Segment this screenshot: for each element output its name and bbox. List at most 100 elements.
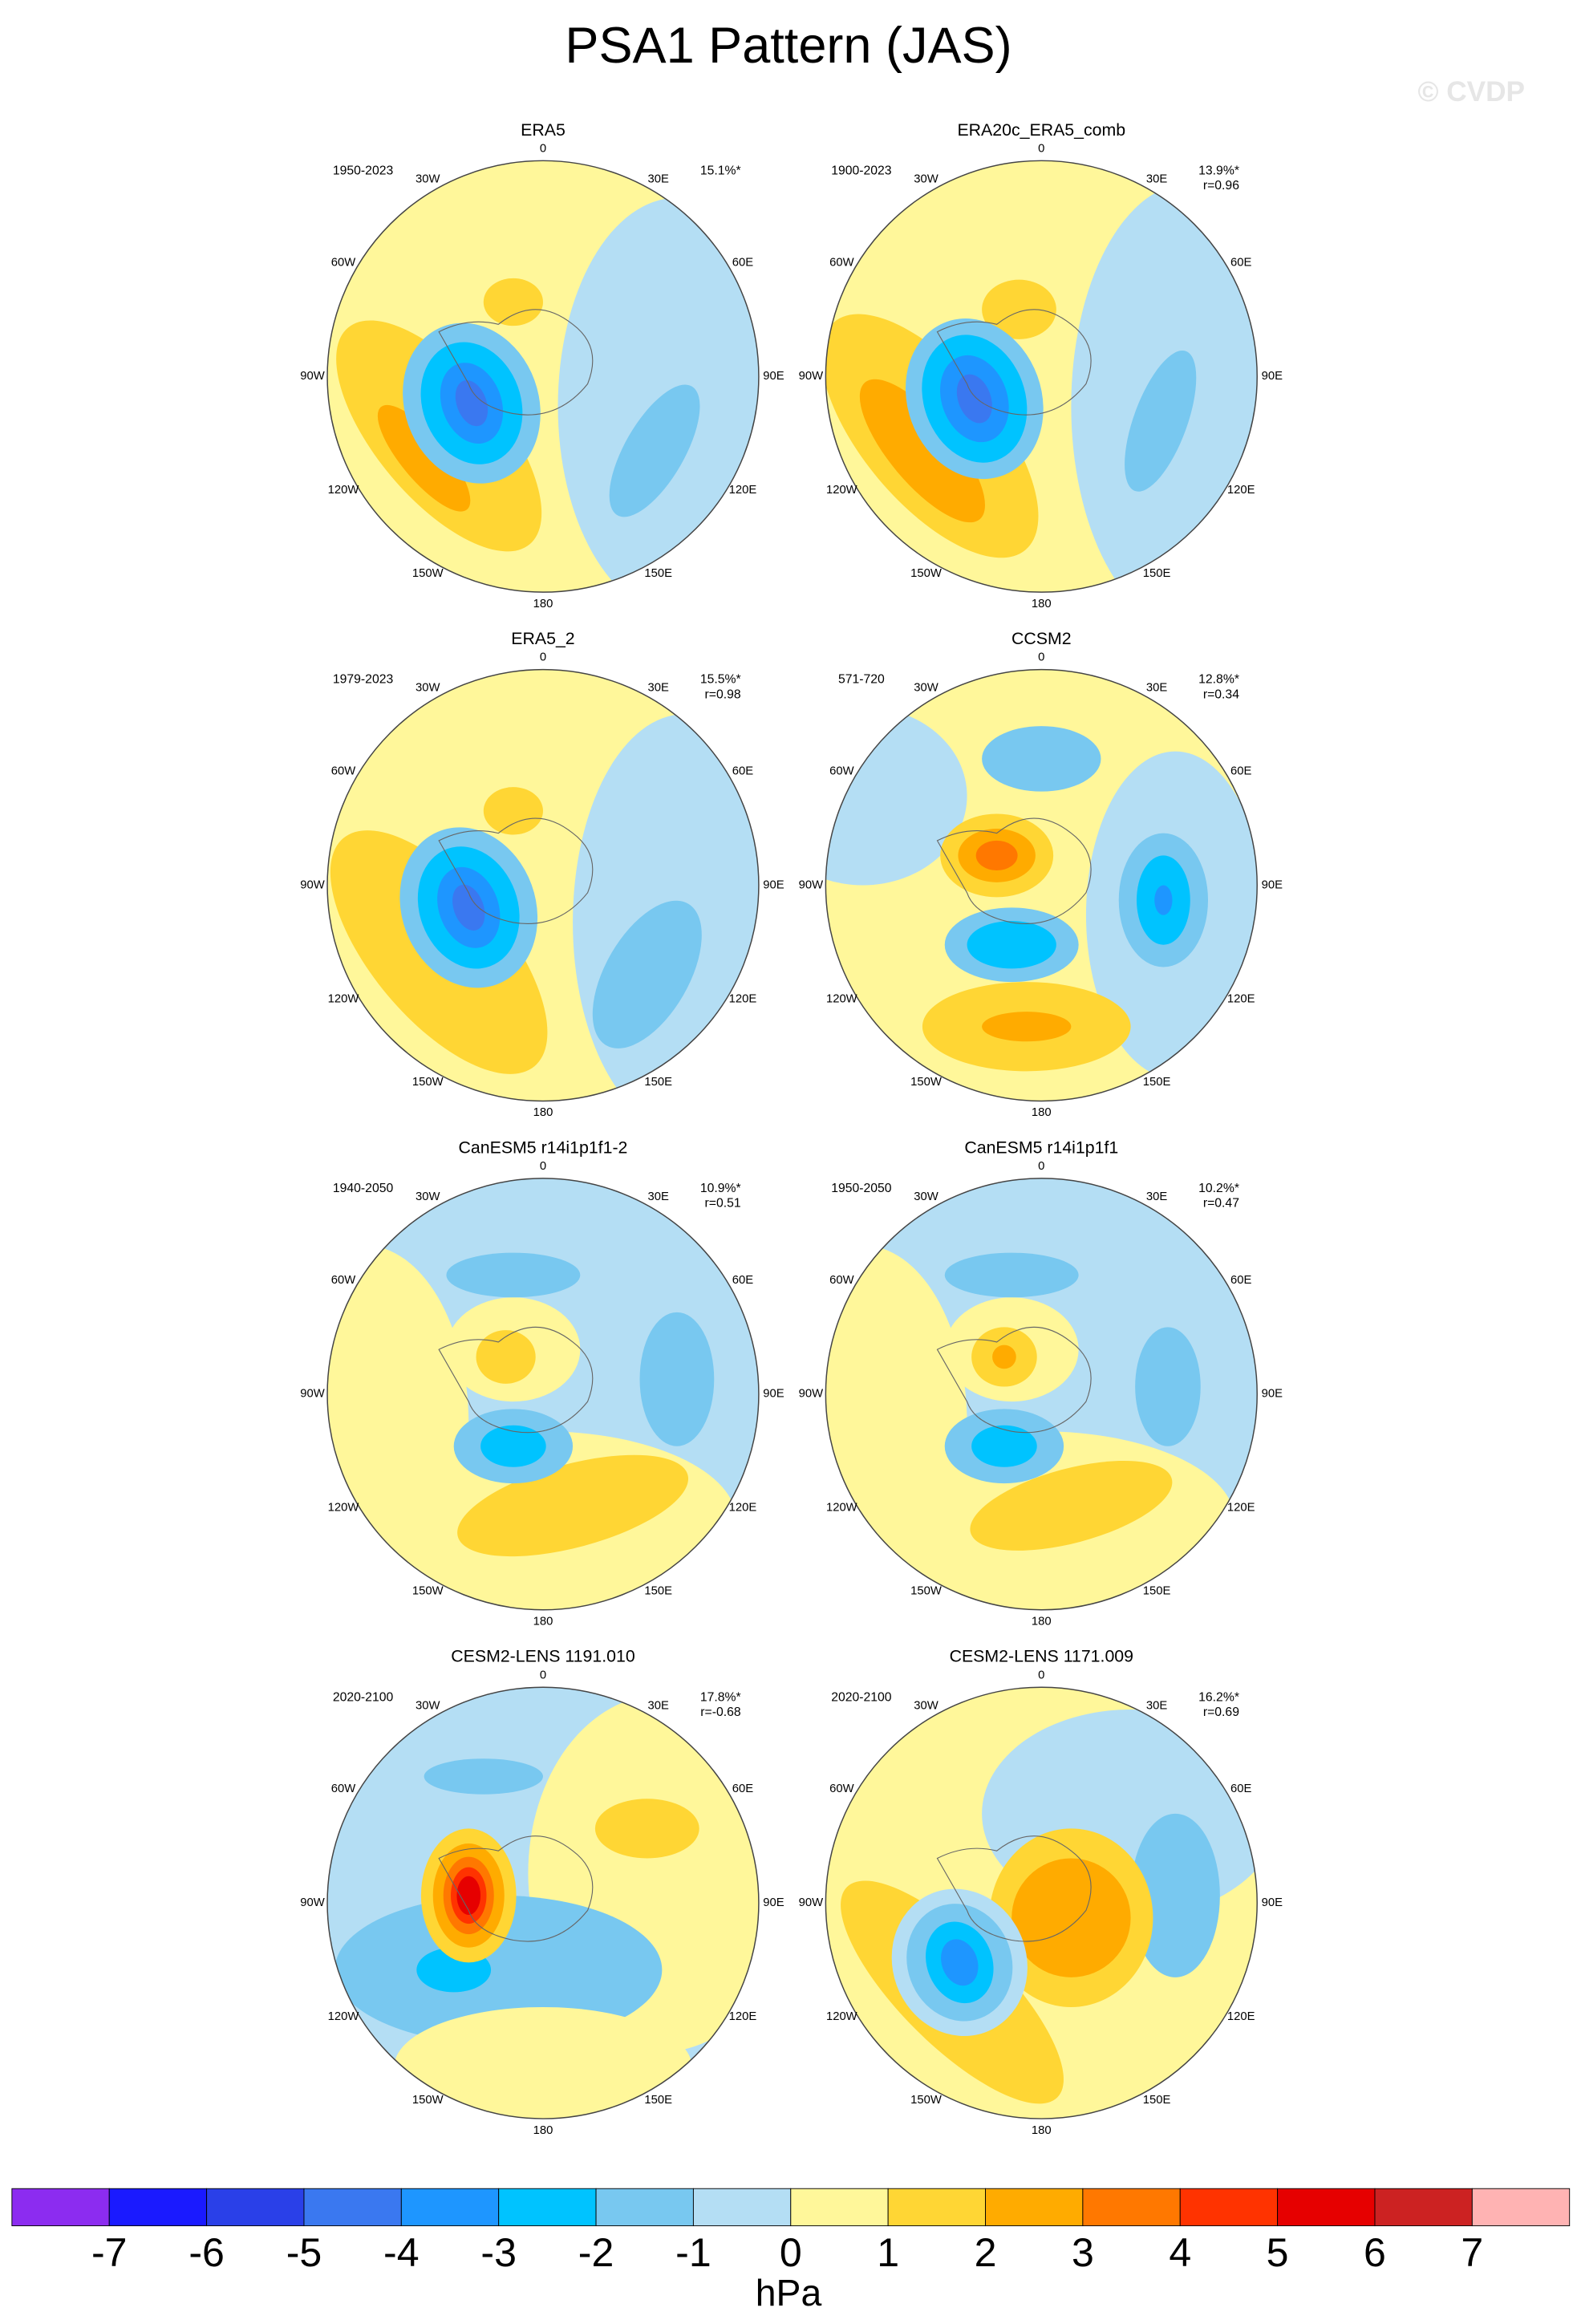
panel-title: ERA5	[521, 120, 566, 140]
map-panel: CanESM5 r14i1p1f1-2 1940-2050 10.9%* r=0.51…	[300, 1138, 784, 1628]
longitude-label: 30W	[416, 682, 440, 695]
longitude-label: 90E	[1262, 1896, 1283, 1909]
longitude-label: 180	[1032, 1616, 1052, 1628]
longitude-label: 30W	[416, 1190, 440, 1203]
panel-title: CESM2-LENS 1171.009	[950, 1647, 1133, 1666]
longitude-label: 120W	[826, 1502, 857, 1515]
map-border	[326, 1686, 760, 2119]
longitude-label: 150E	[1143, 1076, 1171, 1089]
map-panel: CESM2-LENS 1171.009 2020-2100 16.2%*r=0.69…	[799, 1647, 1283, 2137]
period: 1979-2023	[333, 673, 394, 687]
map-border	[825, 668, 1258, 1102]
colorbar-tick-label: -7	[91, 2230, 128, 2275]
contour	[975, 840, 1018, 870]
longitude-label: 180	[533, 598, 553, 610]
longitude-label: 0	[540, 651, 546, 664]
colorbar-tick-label: 3	[1072, 2230, 1094, 2275]
contour	[480, 1425, 546, 1467]
longitude-label: 60W	[331, 256, 356, 269]
map-border	[825, 1686, 1258, 2119]
panel-title: CESM2-LENS 1191.010	[451, 1647, 635, 1666]
longitude-label: 150W	[412, 1584, 444, 1597]
longitude-label: 60W	[331, 1274, 356, 1287]
colorbar: -7 -6 -5 -4 -3 -2 -1 0 1 2 3 4 5 6 7 hPa	[11, 2188, 1571, 2314]
contour	[457, 1454, 689, 1557]
longitude-label: 150E	[644, 2094, 672, 2107]
contour	[1130, 1813, 1220, 1977]
coastline	[936, 817, 1092, 924]
colorbar-tick-label: 5	[1267, 2230, 1289, 2275]
contour-field	[825, 1178, 1258, 1610]
longitude-label: 150W	[910, 1584, 942, 1597]
longitude-label: 60W	[829, 765, 854, 778]
longitude-label: 150E	[1143, 1584, 1171, 1597]
longitude-label: 180	[533, 2124, 553, 2137]
pattern-corr: r=0.96	[1203, 179, 1239, 193]
period: 2020-2100	[333, 1690, 394, 1704]
contour	[970, 1460, 1173, 1551]
colorbar-box	[595, 2188, 694, 2227]
contour	[982, 1012, 1072, 1042]
panel-title: CanESM5 r14i1p1f1-2	[459, 1138, 628, 1157]
pattern-corr: r=0.98	[705, 687, 741, 701]
longitude-label: 150W	[910, 2094, 942, 2107]
longitude-label: 90E	[1262, 878, 1283, 891]
period: 1950-2023	[333, 164, 394, 177]
longitude-label: 150E	[644, 1584, 672, 1597]
colorbar-label: hPa	[756, 2272, 822, 2314]
map-border	[326, 668, 760, 1102]
longitude-label: 30W	[914, 682, 938, 695]
longitude-label: 30E	[648, 172, 669, 185]
longitude-label: 60E	[732, 256, 753, 269]
pattern-corr: r=0.47	[1203, 1197, 1239, 1211]
colorbar-tick-label: -1	[675, 2230, 711, 2275]
longitude-label: 90W	[300, 1896, 325, 1909]
panel-title: CanESM5 r14i1p1f1	[964, 1138, 1118, 1157]
map-panel: ERA20c_ERA5_comb 1900-2023 13.9%* r=0.96 0 30…	[799, 120, 1283, 610]
coastline	[936, 309, 1092, 416]
longitude-label: 60W	[829, 1274, 854, 1287]
pattern-pct: 15.5%*	[700, 673, 741, 687]
colorbar-box	[400, 2188, 500, 2227]
pattern-pct: 12.8%*	[1198, 673, 1239, 687]
map-border	[825, 160, 1258, 593]
colorbar-box	[11, 2188, 110, 2227]
contour	[476, 1330, 536, 1384]
colorbar-tick-label: 4	[1169, 2230, 1191, 2275]
contour	[967, 921, 1056, 969]
contour-field	[327, 160, 759, 593]
pattern-pct: 16.2%*	[1198, 1690, 1239, 1704]
contour	[956, 374, 992, 424]
longitude-label: 90W	[300, 370, 325, 383]
longitude-label: 120W	[328, 1502, 359, 1515]
colorbar-tick-label: -6	[189, 2230, 225, 2275]
longitude-label: 60W	[829, 256, 854, 269]
longitude-label: 120W	[328, 992, 359, 1005]
pattern-corr: r=0.69	[1203, 1705, 1239, 1719]
map-border	[326, 160, 760, 593]
map-border	[825, 1178, 1258, 1611]
contour	[594, 1799, 699, 1859]
longitude-label: 120W	[826, 2010, 857, 2023]
contour	[982, 726, 1101, 792]
longitude-label: 30W	[914, 1190, 938, 1203]
colorbar-box	[1277, 2188, 1376, 2227]
contour	[452, 884, 485, 931]
longitude-label: 60W	[331, 765, 356, 778]
contour	[609, 384, 700, 517]
colorbar-tick-label: -3	[480, 2230, 517, 2275]
colorbar-tick-label: -5	[286, 2230, 322, 2275]
longitude-label: 120E	[729, 484, 757, 497]
longitude-label: 120E	[1227, 1502, 1255, 1515]
longitude-label: 120E	[1227, 992, 1255, 1005]
pattern-pct: 13.9%*	[1198, 164, 1239, 177]
longitude-label: 30E	[648, 1699, 669, 1712]
longitude-label: 60E	[1230, 256, 1251, 269]
pattern-pct: 10.9%*	[700, 1182, 741, 1195]
contour	[1135, 1327, 1201, 1446]
contour	[424, 1758, 543, 1795]
longitude-label: 60E	[732, 1274, 753, 1287]
longitude-label: 150E	[644, 567, 672, 580]
longitude-label: 60E	[732, 765, 753, 778]
